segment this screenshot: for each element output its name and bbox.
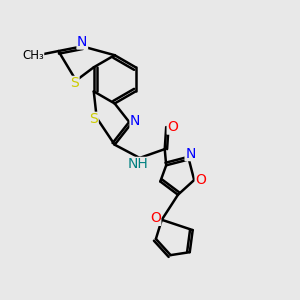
Text: N: N xyxy=(185,146,196,161)
Text: N: N xyxy=(77,35,88,49)
Text: S: S xyxy=(70,76,79,91)
Text: O: O xyxy=(195,173,206,187)
Text: S: S xyxy=(89,112,98,126)
Text: N: N xyxy=(130,114,140,128)
Text: NH: NH xyxy=(128,158,148,171)
Text: O: O xyxy=(150,211,161,225)
Text: CH₃: CH₃ xyxy=(22,49,44,62)
Text: O: O xyxy=(167,120,178,134)
